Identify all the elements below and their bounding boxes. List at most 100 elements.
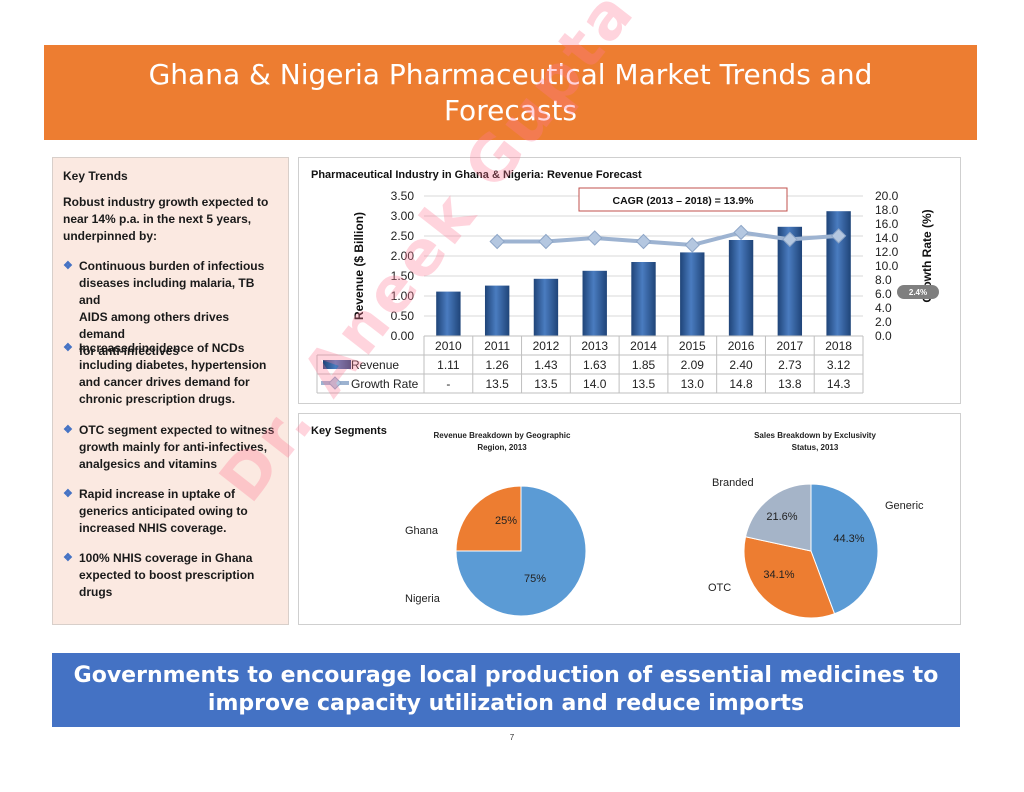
pie-title: Revenue Breakdown by Geographic xyxy=(434,431,571,440)
key-trends-intro-1: Robust industry growth expected to xyxy=(63,195,269,209)
growth-value-label: 14.3 xyxy=(827,377,851,391)
trend-bullet-3: ❖ OTC segment expected to witness growth… xyxy=(63,423,275,471)
side-badge xyxy=(897,285,939,299)
pie-slice xyxy=(743,536,836,619)
banner-line1: Governments to encourage local productio… xyxy=(73,663,939,688)
pie-category-label: OTC xyxy=(708,582,731,594)
revenue-forecast-chart: Pharmaceutical Industry in Ghana & Niger… xyxy=(311,169,939,394)
x-tick-label: 2010 xyxy=(435,339,462,353)
diamond-bullet-icon: ❖ xyxy=(63,488,73,500)
pie-category-label: Generic xyxy=(885,500,924,512)
pie-slice xyxy=(810,483,879,615)
page-number: 7 xyxy=(509,733,515,742)
pie-title: Sales Breakdown by Exclusivity xyxy=(754,431,876,440)
banner-line2: improve capacity utilization and reduce … xyxy=(207,691,805,716)
pie-category-label: Ghana xyxy=(405,525,439,537)
y2-tick-label: 14.0 xyxy=(875,231,899,245)
revenue-bar xyxy=(484,285,510,336)
revenue-value-label: 1.11 xyxy=(437,358,460,372)
segments-heading: Key Segments xyxy=(311,425,387,437)
revenue-bar xyxy=(728,240,754,336)
revenue-value-label: 1.43 xyxy=(534,358,558,372)
revenue-bar xyxy=(533,278,559,336)
trend-bullet-1: ❖ Continuous burden of infectious diseas… xyxy=(63,259,265,358)
pie-category-label: Branded xyxy=(712,477,754,489)
legend-growth-label: Growth Rate xyxy=(351,377,419,391)
growth-value-label: 14.8 xyxy=(729,377,753,391)
pie-title: Status, 2013 xyxy=(792,443,839,452)
growth-value-label: 13.8 xyxy=(778,377,802,391)
y-tick-label: 2.00 xyxy=(391,249,415,263)
y2-tick-label: 6.0 xyxy=(875,287,892,301)
diamond-bullet-icon: ❖ xyxy=(63,552,73,564)
growth-rate-point xyxy=(489,233,505,250)
growth-rate-line xyxy=(497,230,839,248)
pie-slice xyxy=(455,485,522,552)
page-title-line2: Forecasts xyxy=(443,93,578,127)
side-badge-label: 2.4% xyxy=(909,288,927,297)
revenue-value-label: 1.26 xyxy=(485,358,509,372)
key-segments-panel: Key Segments Revenue Breakdown by Geograp… xyxy=(298,413,961,625)
growth-value-label: 13.5 xyxy=(485,377,509,391)
trend-bullet-4: ❖ Rapid increase in uptake of generics a… xyxy=(63,487,248,535)
x-tick-label: 2017 xyxy=(776,339,803,353)
growth-rate-point xyxy=(684,237,700,253)
growth-rate-point xyxy=(830,228,847,244)
x-tick-label: 2014 xyxy=(630,339,657,353)
key-trends-intro-3: underpinned by: xyxy=(63,229,157,243)
growth-value-label: 13.5 xyxy=(534,377,558,391)
pie-value-label: 44.3% xyxy=(833,533,864,545)
y2-tick-label: 10.0 xyxy=(875,259,899,273)
revenue-value-label: 2.73 xyxy=(778,358,802,372)
pie-slice xyxy=(455,485,587,617)
revenue-value-label: 2.09 xyxy=(681,358,705,372)
pie-slice xyxy=(744,483,812,552)
key-trends-intro-2: near 14% p.a. in the next 5 years, xyxy=(63,212,252,226)
revenue-bar xyxy=(631,262,656,336)
revenue-value-label: 1.85 xyxy=(632,358,656,372)
revenue-value-label: 2.40 xyxy=(729,358,753,372)
y-tick-label: 1.50 xyxy=(391,269,415,283)
revenue-bar xyxy=(436,291,461,336)
title-bar: Ghana & Nigeria Pharmaceutical Market Tr… xyxy=(44,45,977,140)
revenue-forecast-panel: Pharmaceutical Industry in Ghana & Niger… xyxy=(298,157,961,404)
key-segments-charts: Key Segments Revenue Breakdown by Geograp… xyxy=(311,425,924,619)
growth-rate-point xyxy=(635,233,652,250)
trend-bullet-5: ❖ 100% NHIS coverage in Ghana expected t… xyxy=(63,551,255,599)
key-trends-panel: Key Trends Robust industry growth expect… xyxy=(52,157,289,625)
growth-value-label: 14.0 xyxy=(583,377,607,391)
revenue-value-label: 1.63 xyxy=(583,358,607,372)
growth-value-label: - xyxy=(446,377,450,391)
y-tick-label: 1.00 xyxy=(391,289,415,303)
y-axis-label: Revenue ($ Billion) xyxy=(352,212,366,320)
growth-rate-point xyxy=(538,233,554,250)
growth-value-label: 13.5 xyxy=(632,377,656,391)
trend-bullet-2: ❖ Increased incidence of NCDs including … xyxy=(63,341,267,406)
x-tick-label: 2011 xyxy=(484,339,510,353)
y2-tick-label: 12.0 xyxy=(875,245,899,259)
bottom-banner: Governments to encourage local productio… xyxy=(52,653,960,727)
y-tick-label: 0.00 xyxy=(391,329,415,343)
y-tick-label: 3.50 xyxy=(391,189,415,203)
x-tick-label: 2013 xyxy=(581,339,608,353)
y2-tick-label: 18.0 xyxy=(875,203,899,217)
key-trends-heading: Key Trends xyxy=(63,169,128,183)
cagr-annotation-box xyxy=(578,187,788,212)
y2-tick-label: 16.0 xyxy=(875,217,899,231)
x-tick-label: 2016 xyxy=(728,339,755,353)
y-tick-label: 3.00 xyxy=(391,209,415,223)
pie-category-label: Nigeria xyxy=(405,593,441,605)
growth-rate-point xyxy=(782,231,798,248)
pie-value-label: 21.6% xyxy=(766,511,797,523)
y2-axis-label: Growth Rate (%) xyxy=(920,209,934,302)
legend-growth-marker xyxy=(328,376,342,390)
revenue-bar xyxy=(680,252,705,336)
revenue-bar xyxy=(582,270,607,336)
revenue-value-label: 3.12 xyxy=(827,358,851,372)
pie-value-label: 75% xyxy=(524,573,546,585)
y2-tick-label: 0.0 xyxy=(875,329,892,343)
diamond-bullet-icon: ❖ xyxy=(63,424,73,436)
pie-value-label: 34.1% xyxy=(763,569,794,581)
growth-rate-point xyxy=(733,224,749,241)
growth-rate-point xyxy=(587,230,603,246)
